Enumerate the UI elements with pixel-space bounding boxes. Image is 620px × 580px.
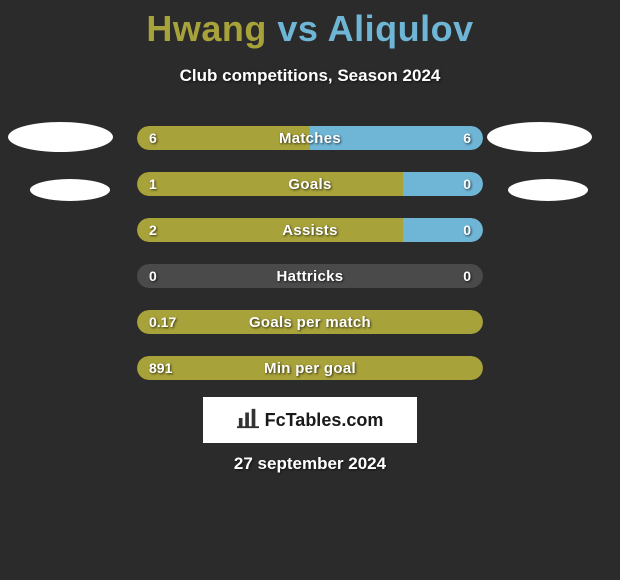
stat-bar: Goals1 0 xyxy=(137,172,483,196)
bar-label: Min per goal xyxy=(137,356,483,380)
bar-label: Goals per match xyxy=(137,310,483,334)
bar-value-right: 0 xyxy=(463,264,471,288)
player1-name: Hwang xyxy=(146,8,267,49)
avatar-placeholder-right-large xyxy=(487,122,592,152)
comparison-bars: Matches66Goals10Assists20Hattricks00Goal… xyxy=(137,126,483,402)
bar-label: Goals xyxy=(137,172,483,196)
snapshot-date: 27 september 2024 xyxy=(0,454,620,474)
stat-bar: Min per goal891 xyxy=(137,356,483,380)
bar-value-right: 6 xyxy=(463,126,471,150)
bar-value-left: 0.17 xyxy=(149,310,176,334)
bar-value-left: 891 xyxy=(149,356,172,380)
player2-name: Aliqulov xyxy=(328,8,474,49)
avatar-placeholder-left-small xyxy=(30,179,110,201)
stat-bar: Matches6 6 xyxy=(137,126,483,150)
watermark: FcTables.com xyxy=(203,397,417,443)
bar-value-left: 6 xyxy=(149,126,157,150)
comparison-title: Hwang vs Aliqulov xyxy=(0,0,620,50)
bar-value-left: 2 xyxy=(149,218,157,242)
bar-value-right: 0 xyxy=(463,218,471,242)
bar-value-left: 0 xyxy=(149,264,157,288)
bar-label: Hattricks xyxy=(137,264,483,288)
barchart-icon xyxy=(237,407,259,434)
avatar-placeholder-left-large xyxy=(8,122,113,152)
vs-word: vs xyxy=(277,8,318,49)
bar-value-right: 0 xyxy=(463,172,471,196)
bar-value-left: 1 xyxy=(149,172,157,196)
bar-label: Matches xyxy=(137,126,483,150)
watermark-text: FcTables.com xyxy=(265,410,384,431)
stat-bar: Assists2 0 xyxy=(137,218,483,242)
bar-label: Assists xyxy=(137,218,483,242)
stat-bar: Hattricks0 0 xyxy=(137,264,483,288)
subtitle: Club competitions, Season 2024 xyxy=(0,66,620,86)
avatar-placeholder-right-small xyxy=(508,179,588,201)
stat-bar: Goals per match0.17 xyxy=(137,310,483,334)
